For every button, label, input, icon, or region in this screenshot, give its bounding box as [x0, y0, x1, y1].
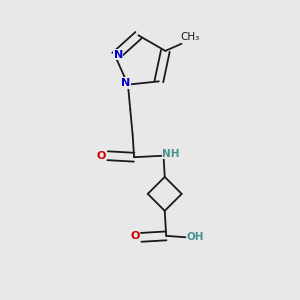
Text: OH: OH	[186, 232, 204, 242]
Text: N: N	[114, 50, 123, 60]
Text: CH₃: CH₃	[180, 32, 199, 42]
Text: O: O	[130, 232, 140, 242]
Text: O: O	[96, 151, 106, 161]
Text: N: N	[121, 78, 130, 88]
Text: NH: NH	[163, 149, 180, 159]
